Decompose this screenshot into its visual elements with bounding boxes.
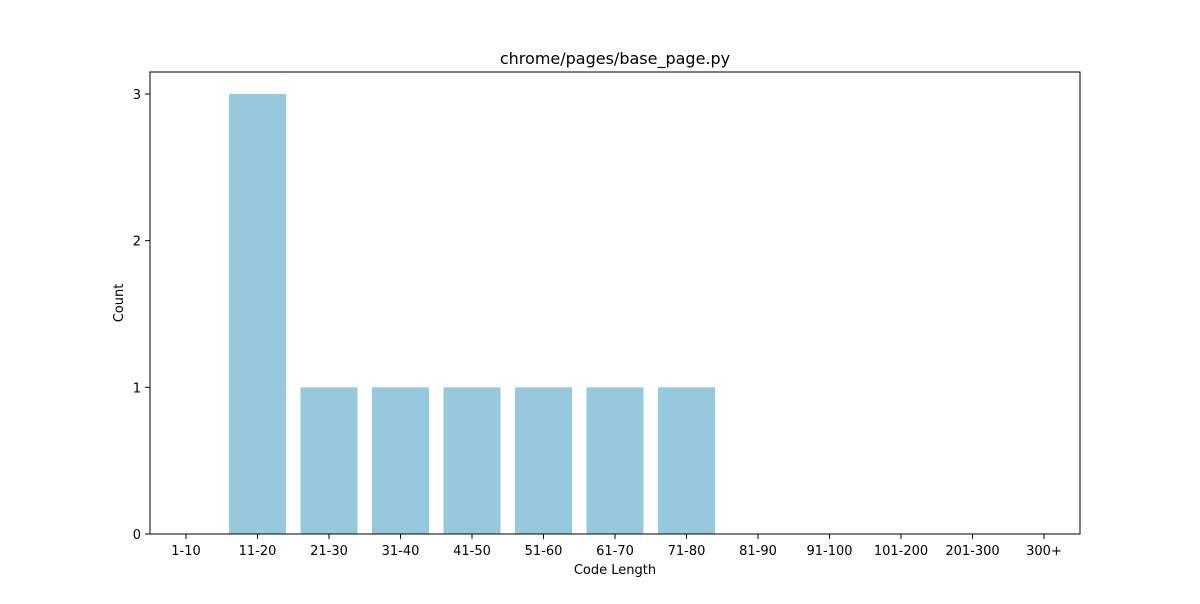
x-tick-label: 21-30 xyxy=(310,544,348,559)
x-tick-label: 61-70 xyxy=(596,544,634,559)
x-axis-label: Code Length xyxy=(574,563,656,578)
bar-51-60 xyxy=(515,387,572,534)
y-axis-label: Count xyxy=(112,284,127,323)
y-tick-label: 0 xyxy=(133,528,141,543)
plot-frame xyxy=(149,71,1081,535)
x-tick-label: 91-100 xyxy=(806,544,852,559)
x-axis-ticks: 1-10 11-20 21-30 31-40 41-50 51-60 61-70 71-80 8… xyxy=(171,534,1062,559)
x-tick-label: 41-50 xyxy=(453,544,491,559)
x-tick-label: 300+ xyxy=(1026,544,1062,559)
x-tick-label: 201-300 xyxy=(945,544,999,559)
x-tick-label: 101-200 xyxy=(874,544,928,559)
bar-41-50 xyxy=(443,387,501,534)
y-tick-label: 3 xyxy=(133,88,141,103)
y-tick-label: 2 xyxy=(133,235,141,250)
bar-21-30 xyxy=(300,387,358,534)
x-tick-label: 11-20 xyxy=(239,544,277,559)
x-tick-label: 71-80 xyxy=(668,544,706,559)
bar-31-40 xyxy=(372,387,429,534)
chart-title: chrome/pages/base_page.py xyxy=(500,49,730,69)
bar-61-70 xyxy=(586,387,644,534)
x-tick-label: 31-40 xyxy=(382,544,420,559)
x-tick-label: 51-60 xyxy=(525,544,563,559)
y-tick-label: 1 xyxy=(133,381,141,396)
x-tick-label: 81-90 xyxy=(739,544,777,559)
x-tick-label: 1-10 xyxy=(171,544,201,559)
y-axis-ticks: 0 1 2 3 xyxy=(133,88,150,543)
bar-71-80 xyxy=(658,387,715,534)
bar-11-20 xyxy=(229,94,286,534)
bars-group xyxy=(229,94,715,534)
